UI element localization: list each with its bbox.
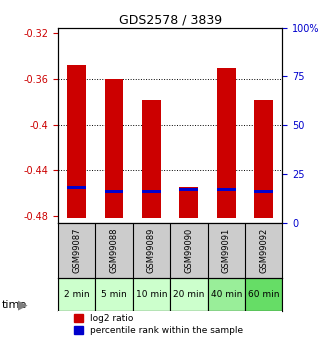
Bar bbox=[105, 79, 123, 218]
Bar bbox=[142, 100, 161, 218]
Bar bbox=[142, 190, 161, 193]
Bar bbox=[179, 187, 198, 218]
Text: 40 min: 40 min bbox=[211, 290, 242, 299]
FancyBboxPatch shape bbox=[58, 278, 95, 311]
FancyBboxPatch shape bbox=[245, 278, 282, 311]
Text: time: time bbox=[2, 300, 27, 310]
FancyBboxPatch shape bbox=[95, 278, 133, 311]
FancyBboxPatch shape bbox=[208, 278, 245, 311]
Text: 5 min: 5 min bbox=[101, 290, 127, 299]
Text: 2 min: 2 min bbox=[64, 290, 89, 299]
Text: 20 min: 20 min bbox=[173, 290, 204, 299]
Bar bbox=[67, 65, 86, 218]
Bar bbox=[217, 68, 236, 218]
Text: GSM99088: GSM99088 bbox=[109, 227, 118, 273]
Text: GSM99087: GSM99087 bbox=[72, 227, 81, 273]
Bar bbox=[254, 190, 273, 193]
Bar bbox=[254, 100, 273, 218]
Bar bbox=[179, 188, 198, 191]
Bar bbox=[67, 186, 86, 189]
Text: 10 min: 10 min bbox=[136, 290, 167, 299]
Title: GDS2578 / 3839: GDS2578 / 3839 bbox=[118, 13, 222, 27]
Text: 60 min: 60 min bbox=[248, 290, 280, 299]
Bar bbox=[105, 190, 123, 193]
FancyBboxPatch shape bbox=[133, 278, 170, 311]
Text: GSM99089: GSM99089 bbox=[147, 228, 156, 273]
Text: ▶: ▶ bbox=[18, 299, 27, 312]
Text: GSM99091: GSM99091 bbox=[222, 228, 231, 273]
Text: GSM99090: GSM99090 bbox=[184, 228, 193, 273]
Bar bbox=[217, 188, 236, 191]
FancyBboxPatch shape bbox=[170, 278, 208, 311]
Legend: log2 ratio, percentile rank within the sample: log2 ratio, percentile rank within the s… bbox=[74, 314, 243, 335]
Text: GSM99092: GSM99092 bbox=[259, 228, 268, 273]
